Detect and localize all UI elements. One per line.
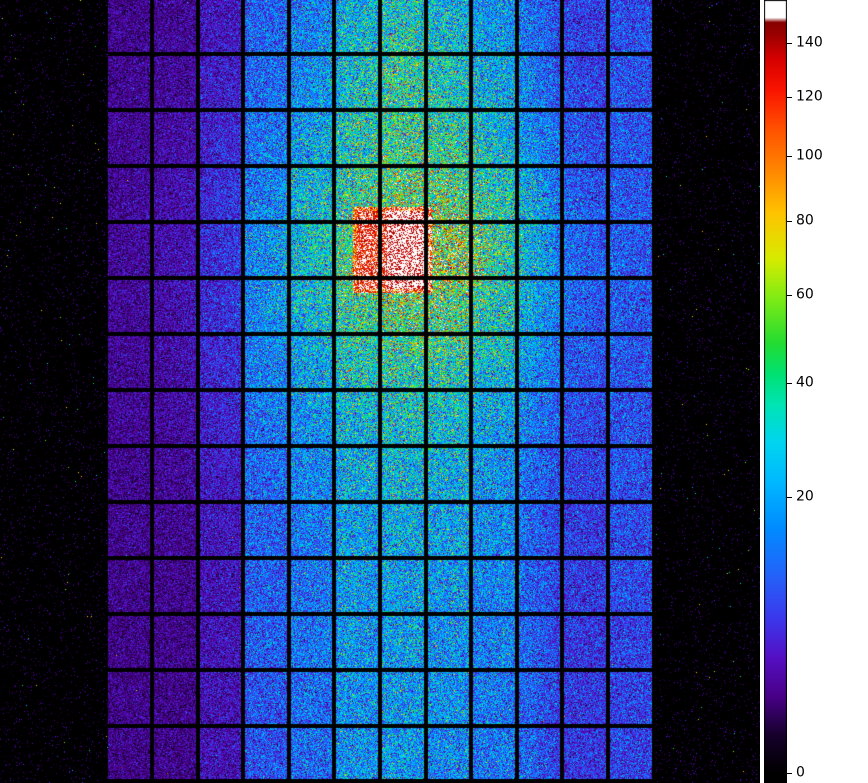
colorbar-tick-mark — [787, 221, 792, 223]
colorbar-tick-mark — [787, 497, 792, 499]
colorbar-tick-mark — [787, 773, 792, 774]
colorbar-tick-mark — [787, 43, 792, 45]
colorbar-tick-mark — [787, 97, 792, 99]
colorbar-tick-mark — [787, 156, 792, 158]
colorbar-gradient-bar — [764, 0, 787, 783]
colorbar-tick-label: 40 — [796, 374, 814, 391]
colorbar-tick-label: 120 — [796, 88, 823, 105]
colorbar-tick-mark — [787, 382, 792, 384]
colorbar-tick-mark — [787, 295, 792, 297]
colorbar-tick-label: 20 — [796, 488, 814, 505]
colorbar-tick-label: 60 — [796, 286, 814, 303]
colorbar-tick-labels: 140 120 100 80 60 40 20 0 — [760, 0, 868, 783]
colorbar-tick-label: 0 — [796, 764, 805, 781]
colorbar-tick-label: 80 — [796, 212, 814, 229]
colorbar-tick-label: 100 — [796, 147, 823, 164]
detector-heatmap-canvas — [0, 0, 760, 783]
colorbar-tick-label: 140 — [796, 34, 823, 51]
colorbar-panel: 140 120 100 80 60 40 20 0 — [760, 0, 868, 783]
